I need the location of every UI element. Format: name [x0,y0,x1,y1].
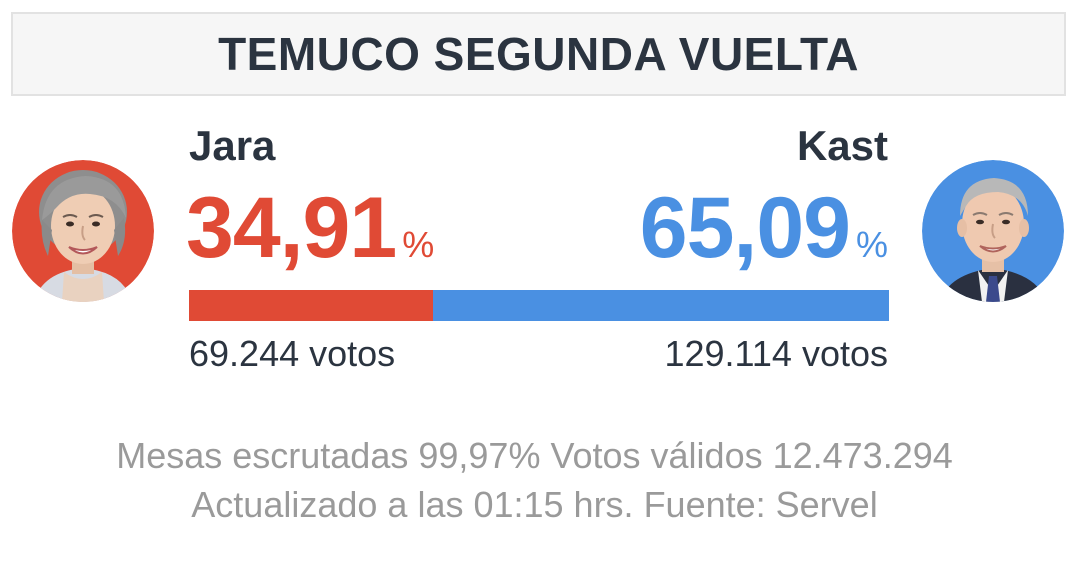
candidate-name-right: Kast [796,122,888,169]
percent-sign-right: % [855,224,888,265]
candidate-photo-jara [12,160,154,302]
percent-value-right: 65,09 [639,180,851,276]
percent-left: 34,91 % [186,180,434,293]
vote-share-bar-right [433,290,889,321]
candidate-photo-kast [922,160,1064,302]
candidate-name-left: Jara [189,122,276,169]
percent-sign-left: % [402,224,435,265]
vote-share-bar-left [189,290,434,321]
title-banner: TEMUCO SEGUNDA VUELTA [11,12,1066,96]
percent-value-left: 34,91 [186,180,397,276]
footer-source: Actualizado a las 01:15 hrs. Fuente: Ser… [191,484,878,525]
page-title: TEMUCO SEGUNDA VUELTA [218,28,859,80]
percent-right: 65,09 % [640,180,888,293]
votes-left: 69.244 votos [189,333,396,374]
vote-share-bar [189,290,889,321]
votes-right: 129.114 votos [664,333,888,374]
footer-stats: Mesas escrutadas 99,97% Votos válidos 12… [116,435,953,476]
